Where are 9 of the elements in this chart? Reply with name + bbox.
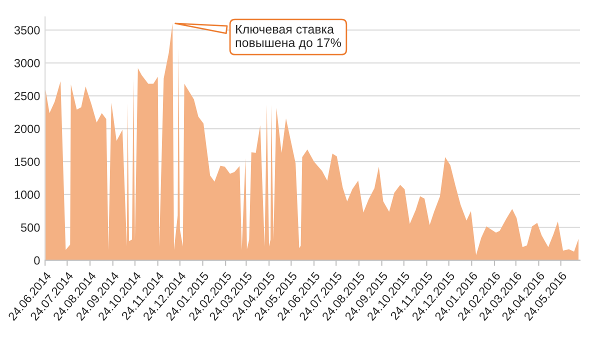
y-tick-label: 3000 [14,58,40,68]
y-tick-label: 1500 [14,158,40,166]
annotation: Ключевая ставка повышена до 17% [236,24,341,50]
y-tick-label: 2500 [14,92,40,100]
y-tick-label: 2000 [14,124,40,134]
y-tick-label: 500 [20,223,40,232]
y-tick-label: 3500 [14,26,40,34]
y-tick-label: 0 [34,256,40,265]
y-tick-label: 1000 [14,190,40,199]
